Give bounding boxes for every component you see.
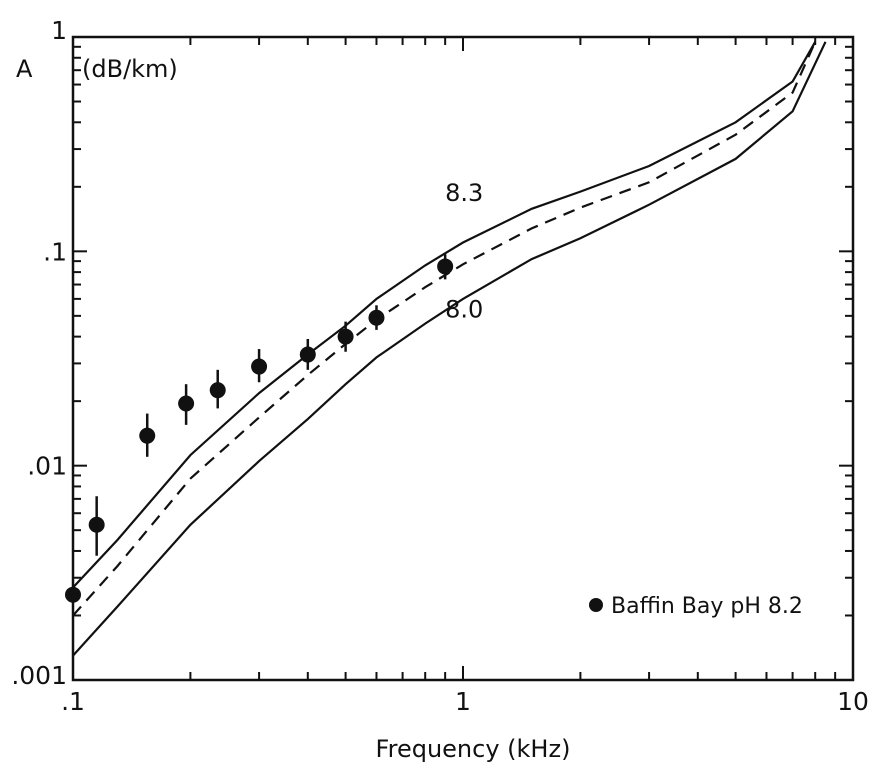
dashed-curve [72,41,817,617]
data-point [139,427,156,444]
data-point [65,586,81,603]
data-point [368,309,385,326]
y-tick-label: .1 [43,237,67,266]
data-point [88,516,105,533]
legend: Baffin Bay pH 8.2 [589,594,803,619]
data-point [299,346,316,363]
y-tick-label: 1 [51,16,67,45]
data-point [251,358,268,375]
data-points [65,254,454,603]
y-axis-symbol: A [16,55,33,83]
data-point [209,382,226,399]
y-axis-unit: (dB/km) [82,55,178,83]
curve-label-8-0: 8.0 [445,296,483,324]
legend-label: Baffin Bay pH 8.2 [611,594,803,619]
data-point [178,395,195,412]
x-tick-label: 10 [837,687,869,716]
curve-8.3 [72,41,817,589]
legend-marker-icon [589,598,603,612]
axis-tick-labels: .1 1 10 1 .1 .01 .001 [11,16,869,716]
axis-ticks [72,37,853,681]
curve-8.0 [72,41,827,657]
y-tick-label: .01 [27,452,67,481]
x-axis-title: Frequency (kHz) [376,735,571,763]
x-tick-label: 1 [455,687,471,716]
curve-label-8-3: 8.3 [445,179,483,207]
x-tick-label: .1 [61,687,85,716]
y-tick-label: .001 [11,661,67,690]
model-curves: 8.3 8.0 [72,41,827,657]
data-point [437,258,454,275]
data-point [337,328,354,345]
